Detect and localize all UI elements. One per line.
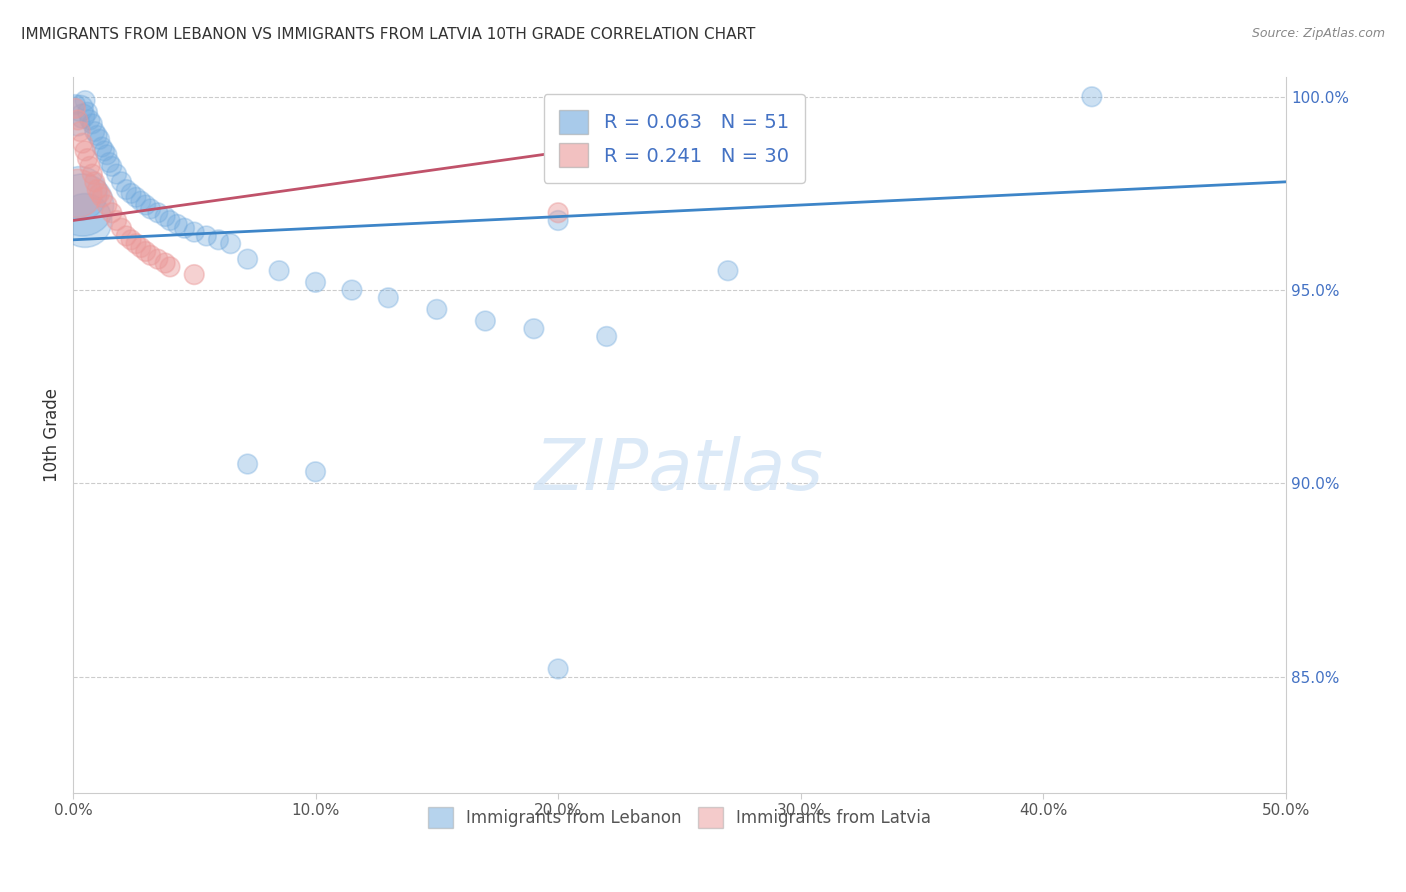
Point [129, 241, 152, 255]
Point [1081, 89, 1104, 103]
Point [73, 144, 96, 158]
Point [72, 198, 94, 212]
Point [183, 268, 205, 282]
Point [96, 147, 118, 161]
Point [304, 465, 326, 479]
Point [66, 186, 89, 201]
Point [86, 128, 108, 143]
Point [153, 210, 176, 224]
Point [115, 183, 138, 197]
Point [125, 236, 148, 251]
Point [120, 233, 142, 247]
Point [146, 206, 169, 220]
Point [100, 160, 122, 174]
Point [159, 213, 181, 227]
Point [236, 252, 259, 267]
Point [65, 97, 87, 112]
Point [304, 276, 326, 290]
Point [83, 124, 105, 138]
Point [474, 314, 496, 328]
Point [79, 112, 101, 127]
Point [377, 291, 399, 305]
Point [93, 144, 115, 158]
Point [79, 160, 101, 174]
Point [91, 140, 114, 154]
Point [89, 132, 111, 146]
Point [595, 329, 617, 343]
Text: IMMIGRANTS FROM LEBANON VS IMMIGRANTS FROM LATVIA 10TH GRADE CORRELATION CHART: IMMIGRANTS FROM LEBANON VS IMMIGRANTS FR… [21, 27, 755, 42]
Point [76, 105, 98, 120]
Point [183, 225, 205, 239]
Point [69, 101, 91, 115]
Point [547, 662, 569, 676]
Point [105, 167, 128, 181]
Point [110, 221, 132, 235]
Point [69, 186, 91, 201]
Y-axis label: 10th Grade: 10th Grade [44, 388, 60, 482]
Point [135, 198, 157, 212]
Point [66, 112, 89, 127]
Point [91, 190, 114, 204]
Point [340, 283, 363, 297]
Point [207, 233, 229, 247]
Legend: Immigrants from Lebanon, Immigrants from Latvia: Immigrants from Lebanon, Immigrants from… [420, 801, 938, 834]
Point [547, 206, 569, 220]
Point [98, 155, 121, 169]
Point [159, 260, 181, 274]
Text: ZIPatlas: ZIPatlas [534, 436, 824, 505]
Point [125, 190, 148, 204]
Point [66, 117, 89, 131]
Point [426, 302, 449, 317]
Point [65, 101, 87, 115]
Point [135, 244, 157, 259]
Point [72, 136, 94, 150]
Point [717, 264, 740, 278]
Point [100, 206, 122, 220]
Point [76, 152, 98, 166]
Point [83, 175, 105, 189]
Point [82, 167, 104, 181]
Point [82, 117, 104, 131]
Point [73, 94, 96, 108]
Point [89, 186, 111, 201]
Point [69, 124, 91, 138]
Point [129, 194, 152, 209]
Point [139, 202, 162, 216]
Point [96, 198, 118, 212]
Point [110, 175, 132, 189]
Point [146, 252, 169, 267]
Point [166, 218, 188, 232]
Point [547, 213, 569, 227]
Point [236, 457, 259, 471]
Point [173, 221, 195, 235]
Point [105, 213, 128, 227]
Point [72, 109, 94, 123]
Point [73, 213, 96, 227]
Point [269, 264, 291, 278]
Text: Source: ZipAtlas.com: Source: ZipAtlas.com [1251, 27, 1385, 40]
Point [120, 186, 142, 201]
Point [153, 256, 176, 270]
Point [195, 229, 218, 244]
Point [115, 229, 138, 244]
Point [86, 183, 108, 197]
Point [219, 236, 242, 251]
Point [523, 322, 546, 336]
Point [139, 248, 162, 262]
